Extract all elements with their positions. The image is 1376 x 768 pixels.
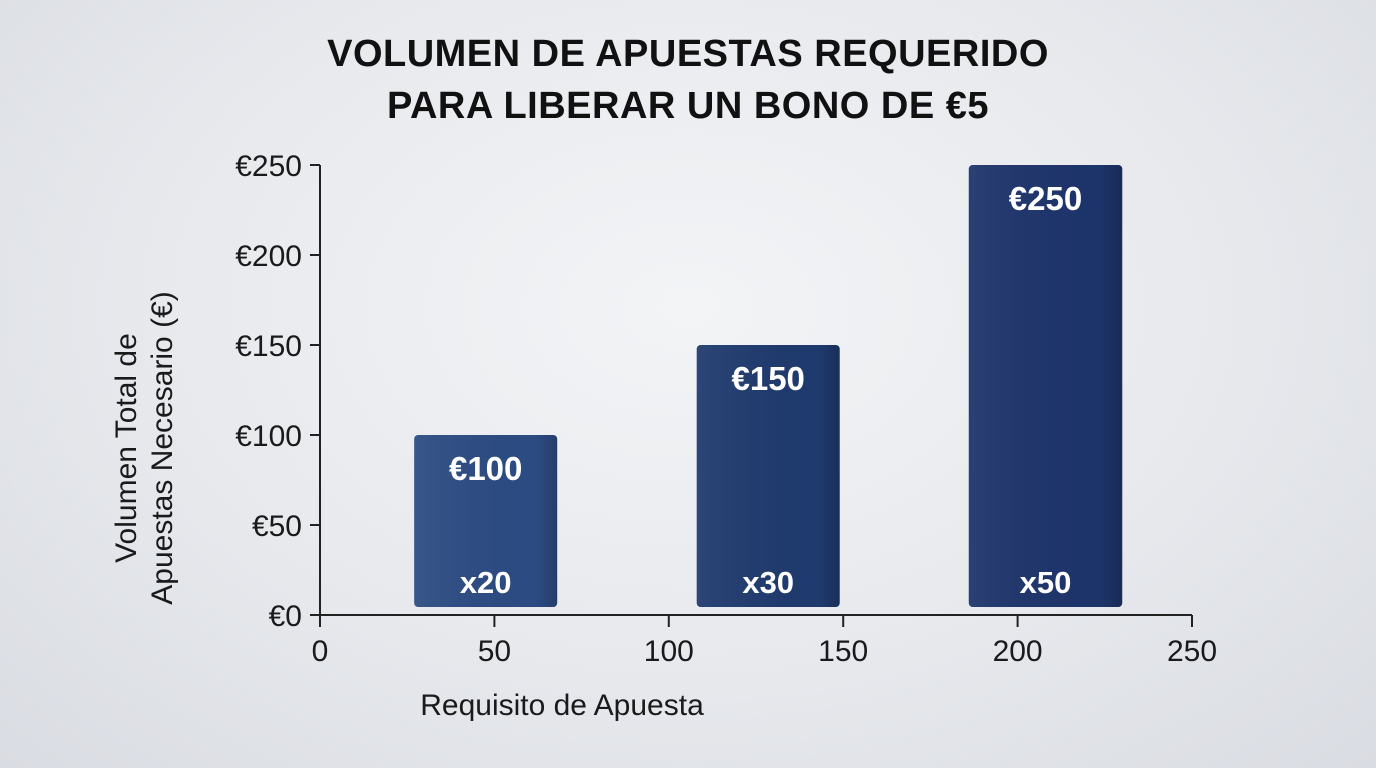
bar-value-label: €150: [731, 360, 804, 397]
x-tick-label: 50: [478, 635, 511, 668]
x-axis-title: Requisito de Apuesta: [420, 689, 704, 722]
x-tick-label: 150: [818, 635, 868, 668]
bar-multiplier-label: x30: [742, 565, 794, 600]
y-tick-label: €50: [252, 510, 302, 543]
x-tick-label: 100: [644, 635, 694, 668]
bar-value-label: €100: [449, 450, 522, 487]
bar-multiplier-label: x50: [1020, 565, 1072, 600]
x-tick-label: 200: [993, 635, 1043, 668]
bar-value-label: €250: [1009, 180, 1082, 217]
x-tick-label: 250: [1167, 635, 1217, 668]
chart-title: VOLUMEN DE APUESTAS REQUERIDO PARA LIBER…: [0, 28, 1376, 132]
chart-title-line-2: PARA LIBERAR UN BONO DE €5: [386, 85, 990, 127]
chart-title-line-1: VOLUMEN DE APUESTAS REQUERIDO: [327, 33, 1049, 75]
bar-shade: [696, 345, 840, 607]
bar-shade: [968, 165, 1123, 607]
x-tick-label: 0: [312, 635, 329, 668]
y-axis-title: Volumen Total de Apuestas Necesario (€): [110, 291, 179, 604]
y-axis-title-line: Volumen Total de: [110, 333, 143, 563]
bar-shade: [414, 435, 558, 607]
bar-multiplier-label: x20: [460, 565, 512, 600]
y-tick-label: €200: [235, 240, 302, 273]
y-tick-label: €100: [235, 420, 302, 453]
y-axis-title-line: Apuestas Necesario (€): [146, 291, 179, 604]
y-tick-label: €150: [235, 330, 302, 363]
y-tick-label: €0: [269, 600, 302, 633]
y-tick-label: €250: [235, 150, 302, 183]
